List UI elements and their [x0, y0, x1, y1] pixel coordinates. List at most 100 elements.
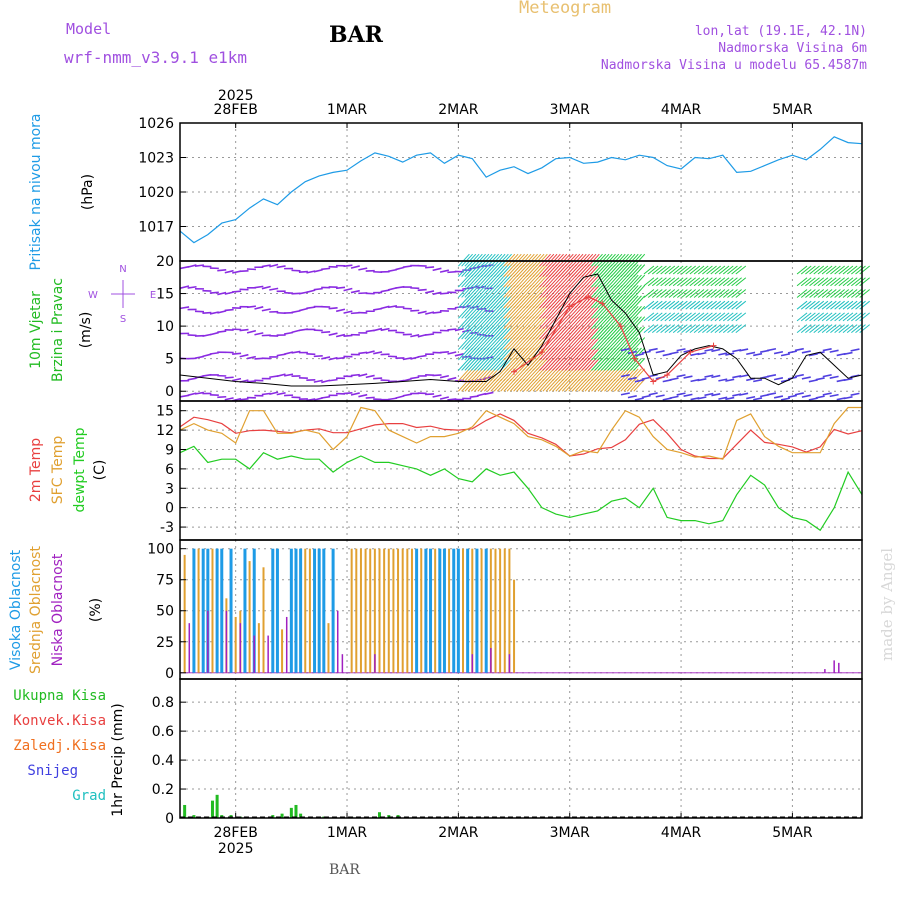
cloud-bar — [299, 548, 303, 673]
wind-arrow-storm — [623, 274, 636, 288]
wind-arrow-storm — [503, 337, 516, 350]
cloud-bar — [192, 548, 196, 673]
wind-arrow-storm — [597, 264, 610, 277]
wind-arrow-storm — [522, 326, 535, 340]
wind-arrow-storm — [610, 347, 623, 361]
wind-arrow-cluster — [842, 265, 854, 275]
wind-arrow-cluster — [834, 312, 845, 322]
model-name: wrf-nmm_v3.9.1 e1km — [64, 48, 248, 67]
wind-arrow — [224, 397, 234, 401]
wind-arrow-cluster — [702, 300, 713, 310]
frame-layer — [179, 122, 863, 819]
wind-arrow-storm — [594, 358, 607, 371]
wind-arrow-storm — [613, 274, 626, 288]
wind-arrow-cluster — [722, 300, 734, 310]
wind-arrow-storm — [500, 337, 512, 350]
wind-arrow-storm — [496, 347, 509, 361]
wind-arrow-storm — [548, 316, 561, 330]
elevation-text: Nadmorska Visina 6m — [718, 41, 867, 56]
wind-arrow — [321, 331, 331, 334]
cloud-bar — [401, 548, 404, 673]
wind-arrow-storm — [519, 326, 532, 340]
wind-arrow — [254, 306, 264, 310]
wind-arrow-storm — [574, 295, 587, 309]
wind-arrow-storm — [600, 326, 613, 340]
wind-arrow — [194, 264, 205, 267]
day-label-bottom: 3MAR — [550, 825, 591, 841]
wind-arrow — [321, 267, 331, 271]
wind-arrow-storm — [496, 285, 509, 298]
wind-arrow-cluster — [689, 324, 701, 334]
wind-arrow-storm — [522, 316, 535, 330]
wind-arrow-cluster — [714, 289, 726, 298]
wind-arrow-cluster — [697, 289, 709, 298]
ytick-label-precip-0: 0 — [165, 811, 174, 827]
wind-arrow-storm — [461, 368, 473, 382]
wind-arrow-storm — [633, 295, 646, 309]
wind-arrow-storm — [529, 378, 542, 392]
panel-bg-temperature — [180, 401, 862, 540]
wind-arrow — [313, 287, 323, 291]
wind-arrow-storm — [477, 337, 490, 350]
wind-arrow-storm — [526, 285, 538, 298]
wind-arrow-cluster — [817, 289, 829, 298]
wind-arrow-cluster — [677, 324, 688, 334]
cloud-bar — [253, 635, 255, 673]
gust-marker — [599, 300, 606, 307]
wind-arrow — [469, 266, 479, 270]
wind-arrow-storm — [591, 347, 603, 361]
wind-arrow-storm — [503, 316, 516, 330]
wind-arrow-storm — [480, 305, 493, 319]
wind-arrow-storm — [630, 253, 642, 267]
wind-arrow-storm — [574, 347, 587, 361]
wind-arrow-storm — [597, 368, 610, 382]
wind-arrow — [432, 267, 442, 272]
gust-marker — [650, 378, 657, 385]
wind-arrow-storm — [522, 337, 535, 350]
wind-arrow-cluster — [714, 265, 726, 275]
day-label-top: 28FEB — [214, 102, 258, 118]
wind-arrow — [209, 291, 219, 294]
wind-arrow-storm — [457, 274, 470, 288]
day-label-top: 3MAR — [550, 102, 591, 118]
wind-arrow-cluster — [710, 277, 722, 287]
wind-arrow-storm — [578, 285, 590, 298]
wind-arrow-storm — [591, 274, 603, 288]
wind-arrow-storm — [545, 295, 558, 309]
wind-arrow-cluster — [796, 277, 808, 287]
wind-arrow-storm — [607, 326, 620, 340]
wind-arrow-cluster — [651, 265, 663, 275]
wind-arrow-storm — [555, 368, 568, 382]
wind-arrow-storm — [474, 253, 486, 267]
wind-arrow-storm — [496, 316, 509, 330]
wind-arrow-storm — [584, 347, 597, 361]
wind-arrow-storm — [568, 274, 581, 288]
wind-arrow-storm — [529, 337, 542, 350]
wind-arrow — [321, 356, 331, 360]
wind-arrow-storm — [613, 378, 626, 392]
wind-arrow-cluster — [731, 289, 742, 298]
wind-arrow-storm — [542, 274, 555, 288]
wind-arrow — [829, 349, 839, 353]
temp-ylabel-dewpt: dewpt Temp — [72, 427, 88, 512]
wind-arrow-storm — [597, 337, 610, 350]
wind-arrow-storm — [610, 264, 623, 277]
cloud-bar — [415, 548, 419, 673]
cloud-unit: (%) — [88, 598, 104, 622]
wind-arrow-storm — [548, 347, 561, 361]
wind-arrow-storm — [565, 274, 577, 288]
wind-arrow-storm — [591, 358, 603, 371]
wind-arrow-storm — [532, 326, 545, 340]
wind-arrow-cluster — [817, 324, 829, 334]
wind-arrow-storm — [594, 347, 607, 361]
wind-arrow — [239, 269, 249, 273]
wind-arrow — [447, 376, 457, 381]
wind-arrow-cluster — [681, 277, 692, 287]
ytick-label-wind-1: 5 — [165, 352, 174, 368]
wind-arrow-storm — [490, 253, 503, 267]
wind-arrow — [224, 308, 234, 312]
wind-arrow — [202, 333, 212, 338]
wind-arrow-storm — [620, 305, 633, 319]
wind-arrow-storm — [470, 253, 483, 267]
wind-arrow-storm — [604, 316, 616, 330]
